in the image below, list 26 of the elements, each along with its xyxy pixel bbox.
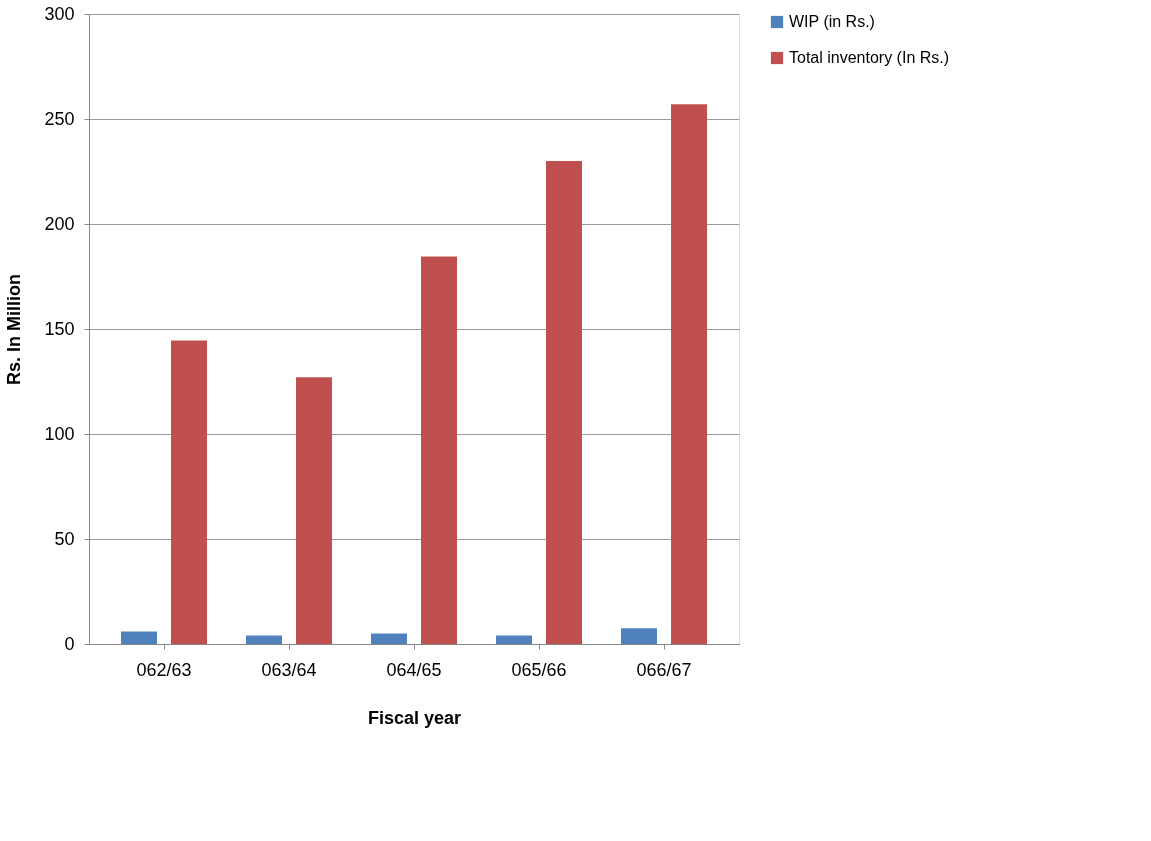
x-tick-label: 066/67 [636, 659, 692, 680]
bar [421, 256, 457, 644]
bar [121, 631, 157, 644]
bar [371, 633, 407, 644]
y-tick-label: 100 [44, 423, 75, 444]
legend-label: WIP (in Rs.) [789, 13, 875, 30]
bar [296, 377, 332, 644]
x-tick-label: 063/64 [261, 659, 317, 680]
y-tick-label: 200 [44, 213, 75, 234]
y-tick-label: 300 [44, 3, 75, 24]
bar [671, 104, 707, 644]
y-tick-label: 150 [44, 318, 75, 339]
bar [546, 161, 582, 644]
y-axis-title: Rs. In Million [4, 274, 25, 385]
x-tick-label: 064/65 [386, 659, 442, 680]
x-tick-label: 062/63 [136, 659, 192, 680]
bar [246, 635, 282, 644]
y-tick-label: 250 [44, 108, 75, 129]
y-tick-label: 50 [54, 528, 75, 549]
x-tick-label: 065/66 [511, 659, 567, 680]
y-tick-label: 0 [64, 633, 75, 654]
legend-label: Total inventory (In Rs.) [789, 49, 950, 66]
x-axis-title: Fiscal year [367, 707, 462, 728]
bar [496, 635, 532, 644]
bar [621, 628, 657, 644]
bar [171, 340, 207, 644]
